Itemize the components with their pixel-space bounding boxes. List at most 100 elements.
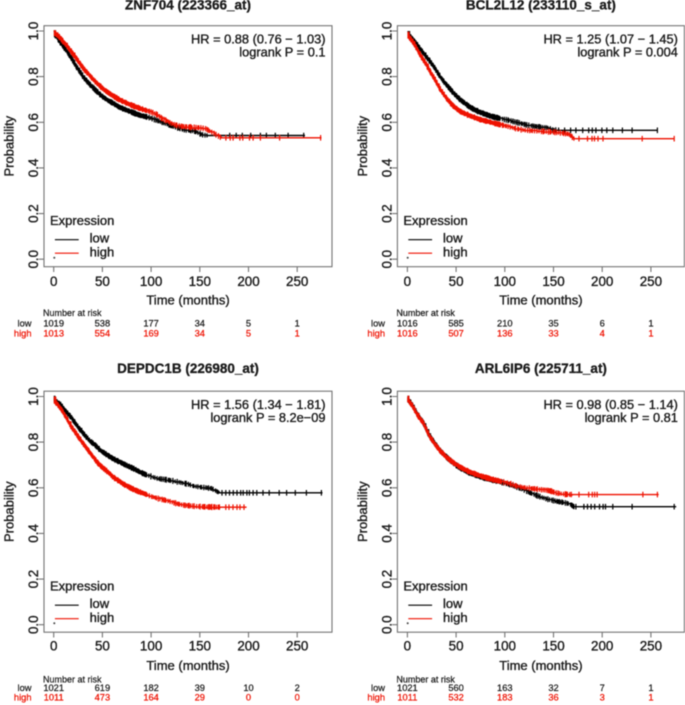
svg-text:6: 6 (600, 318, 605, 328)
svg-text:ARL6IP6 (225711_at): ARL6IP6 (225711_at) (475, 361, 607, 376)
svg-text:ZNF704 (223366_at): ZNF704 (223366_at) (125, 0, 251, 13)
svg-text:200: 200 (591, 274, 613, 289)
svg-text:1019: 1019 (43, 318, 64, 328)
svg-text:210: 210 (497, 318, 513, 328)
svg-text:1016: 1016 (397, 318, 418, 328)
svg-text:1011: 1011 (397, 693, 417, 703)
svg-text:585: 585 (448, 318, 464, 328)
svg-text:33: 33 (548, 329, 558, 339)
svg-text:Number at risk: Number at risk (396, 674, 455, 684)
svg-text:low: low (371, 318, 385, 328)
svg-text:1016: 1016 (397, 329, 418, 339)
svg-text:150: 150 (542, 274, 564, 289)
svg-text:high: high (90, 245, 115, 260)
svg-text:1.0: 1.0 (379, 387, 394, 406)
svg-text:1.0: 1.0 (26, 387, 41, 406)
svg-text:50: 50 (95, 274, 110, 289)
svg-text:low: low (18, 683, 32, 693)
svg-text:high: high (14, 329, 32, 339)
svg-text:7: 7 (600, 683, 605, 693)
svg-text:low: low (18, 318, 32, 328)
svg-text:200: 200 (591, 638, 613, 653)
svg-text:1: 1 (648, 318, 653, 328)
svg-text:507: 507 (448, 329, 464, 339)
svg-text:low: low (371, 683, 385, 693)
svg-text:0.4: 0.4 (26, 158, 41, 177)
svg-text:39: 39 (195, 683, 205, 693)
svg-text:logrank P = 0.81: logrank P = 0.81 (585, 410, 678, 425)
svg-text:0.8: 0.8 (26, 67, 41, 86)
svg-text:4: 4 (600, 329, 605, 339)
svg-text:35: 35 (548, 318, 558, 328)
svg-text:Probability: Probability (355, 481, 370, 542)
svg-text:163: 163 (497, 683, 513, 693)
svg-text:Probability: Probability (2, 115, 17, 176)
svg-text:5: 5 (246, 318, 251, 328)
svg-text:0.6: 0.6 (26, 478, 41, 497)
svg-text:250: 250 (640, 274, 662, 289)
svg-text:0: 0 (50, 274, 57, 289)
svg-text:0.0: 0.0 (379, 615, 394, 634)
svg-text:0.2: 0.2 (379, 570, 394, 589)
svg-text:554: 554 (95, 329, 111, 339)
svg-text:high: high (443, 245, 468, 260)
svg-text:high: high (90, 610, 115, 625)
svg-text:low: low (90, 596, 110, 611)
svg-text:1: 1 (295, 318, 300, 328)
svg-text:100: 100 (494, 274, 516, 289)
svg-text:10: 10 (243, 683, 253, 693)
svg-text:0.4: 0.4 (379, 524, 394, 543)
svg-text:0: 0 (404, 274, 411, 289)
svg-text:Time (months): Time (months) (499, 658, 582, 673)
svg-text:538: 538 (95, 318, 111, 328)
svg-text:logrank P = 0.004: logrank P = 0.004 (577, 44, 677, 59)
svg-text:0.6: 0.6 (379, 113, 394, 132)
svg-text:Number at risk: Number at risk (43, 674, 102, 684)
svg-text:logrank P = 8.2e−09: logrank P = 8.2e−09 (210, 410, 325, 425)
svg-text:low: low (90, 231, 110, 246)
svg-text:0.8: 0.8 (379, 433, 394, 452)
svg-text:250: 250 (286, 274, 308, 289)
svg-text:0.8: 0.8 (26, 433, 41, 452)
svg-text:100: 100 (140, 638, 162, 653)
svg-text:34: 34 (195, 318, 205, 328)
svg-text:136: 136 (497, 329, 513, 339)
svg-text:0.2: 0.2 (379, 204, 394, 223)
svg-text:0.4: 0.4 (379, 158, 394, 177)
svg-text:1: 1 (295, 329, 300, 339)
svg-text:1: 1 (648, 693, 653, 703)
svg-text:Number at risk: Number at risk (43, 308, 102, 318)
svg-text:1021: 1021 (43, 683, 64, 693)
svg-text:HR = 1.25 (1.07 − 1.45): HR = 1.25 (1.07 − 1.45) (543, 31, 677, 46)
svg-text:5: 5 (246, 329, 251, 339)
svg-text:560: 560 (448, 683, 464, 693)
svg-text:Number at risk: Number at risk (396, 308, 455, 318)
svg-text:Probability: Probability (355, 115, 370, 176)
svg-text:1.0: 1.0 (26, 22, 41, 41)
svg-text:Time (months): Time (months) (499, 293, 582, 308)
svg-text:high: high (367, 693, 385, 703)
svg-text:532: 532 (448, 693, 464, 703)
svg-text:150: 150 (189, 638, 211, 653)
svg-text:200: 200 (237, 274, 259, 289)
svg-text:0.8: 0.8 (379, 67, 394, 86)
svg-text:high: high (443, 610, 468, 625)
svg-text:50: 50 (95, 638, 110, 653)
svg-text:0: 0 (295, 693, 300, 703)
svg-text:low: low (443, 231, 463, 246)
svg-text:164: 164 (143, 693, 159, 703)
svg-text:50: 50 (449, 638, 464, 653)
svg-text:0.2: 0.2 (26, 570, 41, 589)
svg-text:Time (months): Time (months) (146, 293, 229, 308)
svg-text:0.0: 0.0 (26, 250, 41, 269)
svg-text:2: 2 (295, 683, 300, 693)
svg-text:183: 183 (497, 693, 513, 703)
svg-text:low: low (443, 596, 463, 611)
svg-text:182: 182 (143, 683, 159, 693)
svg-text:32: 32 (548, 683, 558, 693)
svg-text:Expression: Expression (50, 213, 114, 228)
svg-text:HR = 0.98 (0.85 − 1.14): HR = 0.98 (0.85 − 1.14) (543, 397, 677, 412)
svg-text:3: 3 (600, 693, 605, 703)
svg-text:BCL2L12 (233110_s_at): BCL2L12 (233110_s_at) (466, 0, 616, 13)
svg-text:473: 473 (95, 693, 111, 703)
